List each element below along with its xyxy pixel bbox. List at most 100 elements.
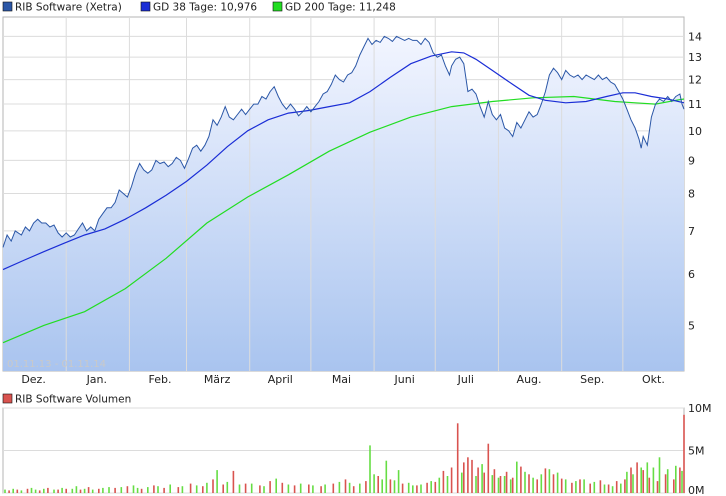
volume-bar-up xyxy=(226,481,229,493)
volume-bar-down xyxy=(636,462,638,493)
volume-bar-up xyxy=(216,470,218,493)
volume-bar-up xyxy=(564,479,567,493)
volume-bar-up xyxy=(430,481,432,493)
price-y-tick-label: 9 xyxy=(688,154,695,167)
x-tick-label: Jan. xyxy=(86,373,107,386)
volume-y-axis: 0M 5M 10M xyxy=(688,402,712,496)
legend-entry-gd200: GD 200 Tage: 11,248 xyxy=(272,2,396,14)
x-tick-label: Dez. xyxy=(21,373,46,386)
volume-bar-down xyxy=(281,482,284,493)
volume-bar-up xyxy=(603,484,606,493)
volume-bar-down xyxy=(664,474,667,493)
volume-bar-up xyxy=(324,484,326,493)
volume-bar-down xyxy=(536,479,538,493)
volume-bar-up xyxy=(626,471,628,494)
volume-bar-down xyxy=(483,472,485,493)
volume-bar-up xyxy=(169,484,171,493)
price-legend: RIB Software (Xetra) GD 38 Tage: 10,976 … xyxy=(2,1,396,14)
volume-bar-up xyxy=(397,470,400,493)
volume-bar-up xyxy=(481,464,483,493)
volume-bar-up xyxy=(157,486,159,493)
volume-bar-up xyxy=(632,474,634,493)
volume-bar-up xyxy=(369,445,371,493)
volume-bar-down xyxy=(202,486,204,493)
volume-bar-down xyxy=(293,485,296,493)
volume-bar-up xyxy=(4,489,6,493)
volume-bar-down xyxy=(189,483,192,493)
volume-bar-up xyxy=(132,485,135,493)
volume-bar-up xyxy=(385,460,388,493)
x-axis: Dez. Jan. Feb. März April Mai Juni Juli Aug. Sep.… xyxy=(21,373,665,386)
volume-bar-down xyxy=(244,483,247,493)
volume-bar-down xyxy=(16,489,19,493)
x-tick-label: April xyxy=(268,373,293,386)
volume-bar-down xyxy=(487,443,490,493)
volume-bar-down xyxy=(579,479,581,493)
price-y-tick-label: 10 xyxy=(688,125,702,138)
volume-bar-down xyxy=(642,470,644,493)
volume-bar-down xyxy=(505,471,508,494)
volume-bar-down xyxy=(65,488,67,494)
volume-bar-down xyxy=(177,487,180,493)
volume-bar-up xyxy=(373,474,375,493)
volume-bar-up xyxy=(446,476,449,493)
volume-bar-up xyxy=(540,474,543,493)
volume-bar-up xyxy=(583,479,585,493)
volume-bar-up xyxy=(593,481,596,493)
volume-bar-up xyxy=(509,479,512,493)
price-y-tick-label: 14 xyxy=(688,30,702,43)
volume-panel: 0M 5M 10M xyxy=(2,402,712,496)
volume-bar-up xyxy=(263,486,265,493)
volume-bar-down xyxy=(528,474,530,493)
volume-bar-up xyxy=(652,467,655,493)
volume-bar-down xyxy=(26,488,29,494)
volume-bar-up xyxy=(120,487,123,493)
volume-bar-up xyxy=(30,487,33,493)
volume-bar-up xyxy=(461,472,463,493)
volume-bar-up xyxy=(681,470,683,493)
volume-bar-down xyxy=(114,487,116,493)
volume-bar-up xyxy=(475,476,477,493)
volume-bar-down xyxy=(624,479,626,493)
volume-bar-down xyxy=(463,462,465,493)
volume-y-tick-label: 5M xyxy=(688,445,705,458)
volume-bar-down xyxy=(153,485,155,493)
volume-bar-up xyxy=(102,487,104,493)
volume-bar-down xyxy=(222,484,224,493)
price-y-tick-label: 6 xyxy=(688,268,695,281)
x-tick-label: Aug. xyxy=(517,373,542,386)
volume-bar-down xyxy=(467,457,469,493)
volume-bar-down xyxy=(630,467,632,493)
volume-bar-down xyxy=(442,470,445,493)
legend-swatch-volume xyxy=(2,393,13,404)
volume-bar-up xyxy=(61,487,63,493)
volume-bar-up xyxy=(312,485,314,493)
x-tick-label: März xyxy=(204,373,231,386)
volume-bar-down xyxy=(544,468,547,493)
volume-bar-up xyxy=(640,467,642,493)
volume-bar-down xyxy=(212,479,214,493)
volume-bar-up xyxy=(275,478,277,493)
volume-bar-down xyxy=(126,486,129,493)
volume-bar-up xyxy=(646,462,649,493)
volume-bar-up xyxy=(83,488,86,494)
volume-bar-up xyxy=(438,477,441,493)
volume-bar-down xyxy=(308,484,310,493)
volume-bar-up xyxy=(412,485,414,493)
volume-bar-up xyxy=(338,481,341,493)
x-tick-label: Mai xyxy=(332,373,351,386)
volume-bar-up xyxy=(20,490,23,493)
legend-swatch-gd38 xyxy=(140,1,151,12)
volume-bar-down xyxy=(434,481,437,493)
legend-label-price: RIB Software (Xetra) xyxy=(15,2,122,14)
volume-bar-up xyxy=(75,486,78,493)
volume-bar-down xyxy=(232,470,235,493)
legend-label-gd200: GD 200 Tage: 11,248 xyxy=(285,2,396,14)
volume-bar-up xyxy=(299,483,302,493)
volume-bar-down xyxy=(571,482,573,493)
legend-entry-price: RIB Software (Xetra) xyxy=(2,2,122,14)
volume-bar-down xyxy=(648,477,651,493)
volume-bar-down xyxy=(560,478,563,493)
volume-bar-up xyxy=(147,487,149,493)
